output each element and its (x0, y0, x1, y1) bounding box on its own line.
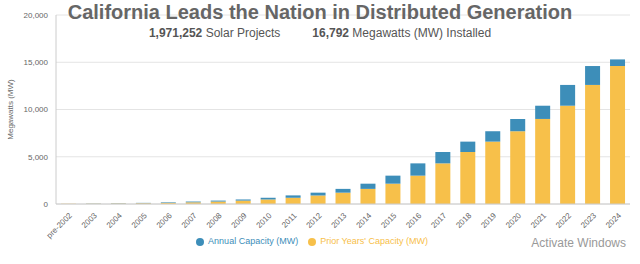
html-text:Activate Windows: Activate Windows (531, 236, 626, 250)
svg-text:Megawatts (MW): Megawatts (MW) (8, 79, 15, 140)
html-text:California Leads the Nation in: California Leads the Nation in Distribut… (67, 1, 573, 23)
svg-text:2014: 2014 (354, 211, 373, 230)
svg-text:2017: 2017 (429, 211, 448, 230)
svg-text:2012: 2012 (305, 211, 324, 230)
html-text:1,971,252 Solar Projects: 1,971,252 Solar Projects (148, 26, 281, 40)
svg-text:2022: 2022 (554, 211, 573, 230)
svg-text:2016: 2016 (404, 211, 423, 230)
svg-text:pre-2002: pre-2002 (45, 211, 74, 240)
svg-text:2008: 2008 (205, 211, 224, 230)
svg-text:2013: 2013 (329, 211, 348, 230)
svg-text:5,000: 5,000 (28, 153, 49, 162)
svg-text:2020: 2020 (504, 211, 523, 230)
html-text:16,792 Megawatts (MW) Installe: 16,792 Megawatts (MW) Installed (312, 26, 492, 40)
svg-text:2015: 2015 (379, 211, 398, 230)
svg-text:2006: 2006 (155, 211, 174, 230)
svg-text:0: 0 (44, 200, 49, 209)
svg-text:2010: 2010 (255, 211, 274, 230)
html-text:Annual Capacity (MW): Annual Capacity (MW) (208, 236, 299, 246)
svg-text:2003: 2003 (80, 211, 99, 230)
svg-text:10,000: 10,000 (24, 105, 49, 114)
svg-text:2021: 2021 (529, 211, 548, 230)
svg-text:2023: 2023 (579, 211, 598, 230)
svg-text:2019: 2019 (479, 211, 498, 230)
svg-text:15,000: 15,000 (24, 58, 49, 67)
svg-text:2011: 2011 (280, 211, 299, 230)
svg-text:20,000: 20,000 (24, 11, 49, 20)
svg-text:2024: 2024 (604, 211, 623, 230)
svg-text:2009: 2009 (230, 211, 249, 230)
html-text:Prior Years' Capacity (MW): Prior Years' Capacity (MW) (320, 236, 428, 246)
svg-text:2007: 2007 (180, 211, 199, 230)
svg-text:2004: 2004 (105, 211, 124, 230)
svg-text:2018: 2018 (454, 211, 473, 230)
svg-text:2005: 2005 (130, 211, 149, 230)
